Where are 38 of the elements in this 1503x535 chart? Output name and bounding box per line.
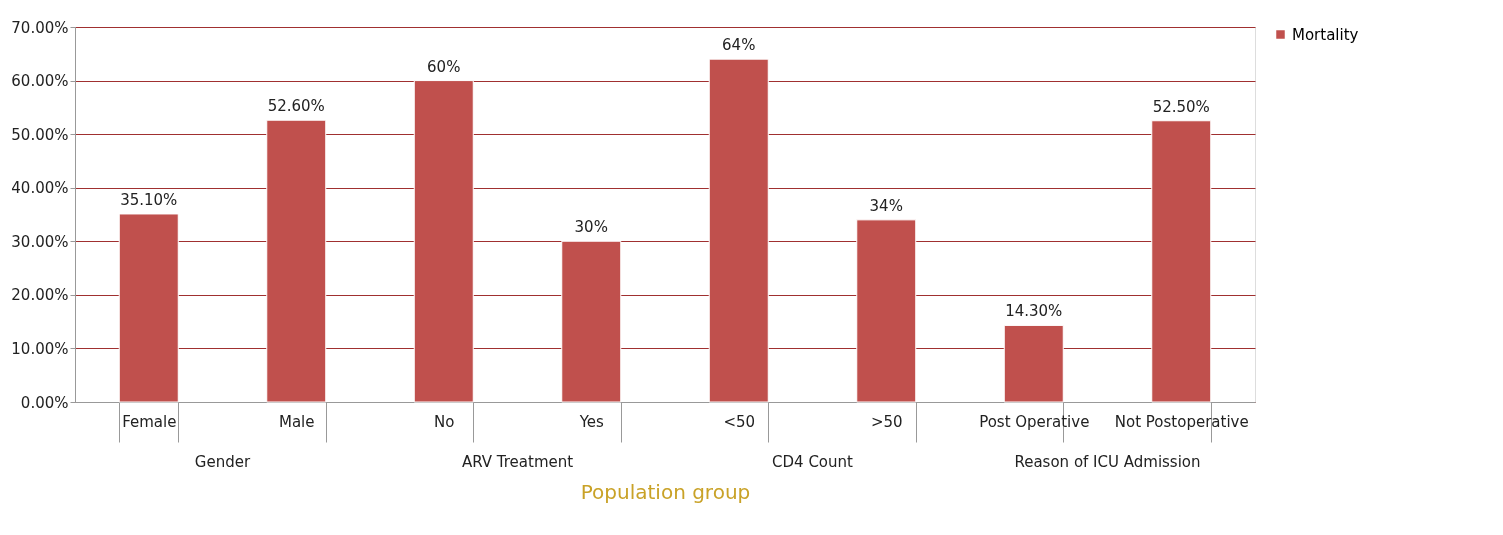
text: 14.30% [1005, 302, 1063, 321]
x-tick-label: <50 [723, 412, 756, 431]
y-tick-label: 10.00% [11, 339, 69, 358]
y-tick-label: 60.00% [11, 72, 69, 91]
x-tick-label: Male [278, 412, 315, 431]
bar [413, 80, 474, 403]
bar [561, 240, 622, 403]
x-tick-label: Female [122, 412, 177, 431]
text: 52.60% [267, 97, 325, 116]
text: 35.10% [120, 190, 178, 209]
bar [266, 119, 327, 403]
y-tick-label: 50.00% [11, 125, 69, 144]
text: CD4 Count [772, 453, 854, 471]
x-tick-label: Post Operative [979, 412, 1090, 431]
text: Reason of ICU Admission [1014, 453, 1201, 471]
bar [118, 213, 179, 403]
y-tick-label: 20.00% [11, 286, 69, 305]
x-tick-label: Not Postoperative [1114, 412, 1249, 431]
legend-label: Mortality [1292, 25, 1359, 44]
y-tick-label: 30.00% [11, 232, 69, 251]
text: 30% [574, 218, 608, 237]
y-tick-label: 0.00% [20, 393, 69, 412]
text: 34% [869, 196, 903, 215]
text: 60% [427, 57, 461, 76]
text: 52.50% [1152, 97, 1210, 116]
bar [856, 219, 917, 403]
bar [1151, 120, 1212, 403]
text: ARV Treatment [461, 453, 574, 471]
bar [708, 58, 769, 403]
bar [1003, 324, 1064, 403]
x-tick-label: >50 [870, 412, 903, 431]
x-tick-label: Yes [578, 412, 605, 431]
text: 64% [722, 36, 756, 55]
y-tick-label: 40.00% [11, 179, 69, 198]
y-tick-label: 70.00% [11, 18, 69, 37]
x-tick-label: No [434, 412, 455, 431]
x-axis-title: Population group [580, 480, 751, 504]
text: Gender [194, 453, 251, 471]
